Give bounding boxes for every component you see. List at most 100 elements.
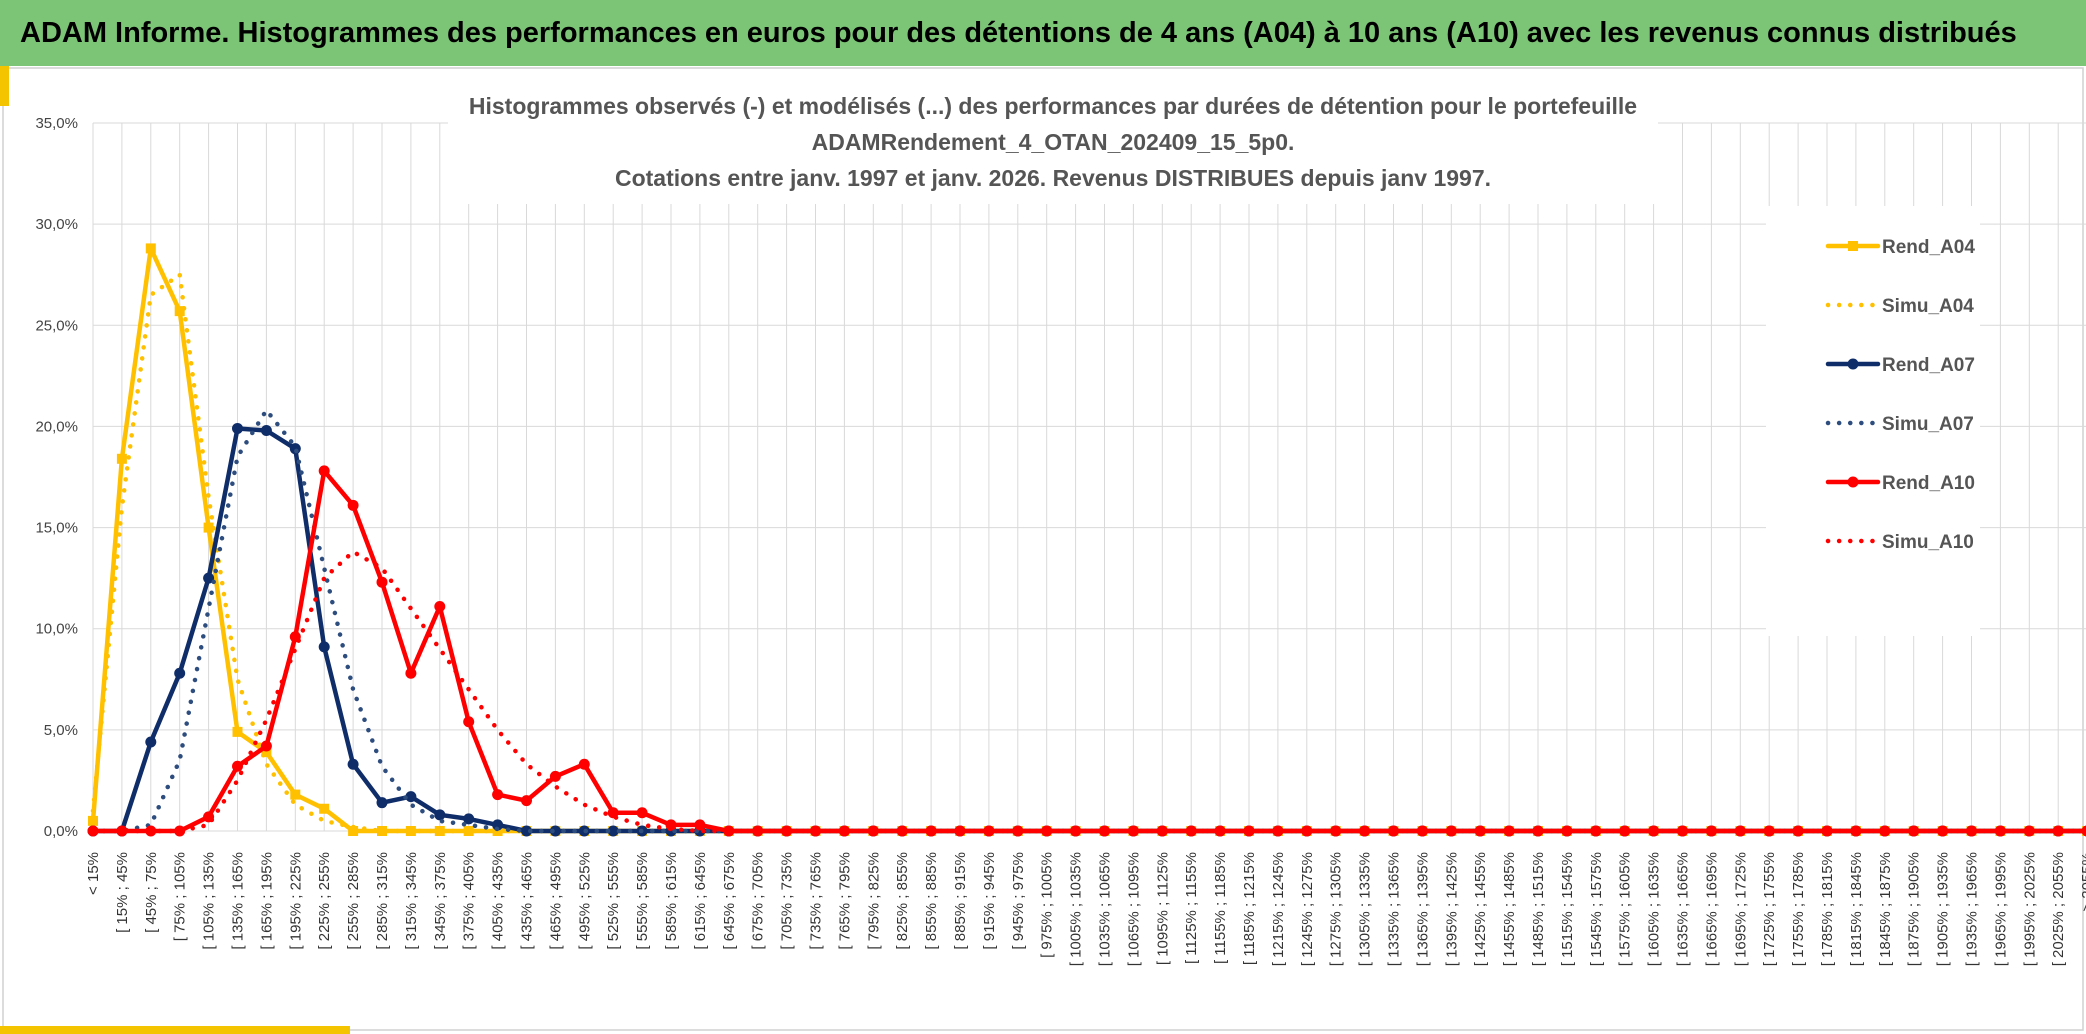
x-tick-label: [ 1665% ; 1695%: [1703, 852, 1720, 966]
data-point-rend_a10: [1879, 825, 1891, 837]
x-tick-label: [ 1905% ; 1935%: [1935, 852, 1952, 966]
x-tick-label: [ 2025% ; 2055%: [2050, 852, 2067, 966]
data-point-rend_a10: [318, 465, 330, 477]
x-tick-label: [ 1485% ; 1515%: [1530, 852, 1547, 966]
x-tick-label: [ 435% ; 465%: [519, 852, 536, 950]
data-point-rend_a07: [260, 424, 272, 436]
data-point-rend_a10: [1937, 825, 1949, 837]
data-point-rend_a10: [1648, 825, 1660, 837]
data-point-rend_a10: [2081, 825, 2086, 837]
x-tick-label: [ 705% ; 735%: [779, 852, 796, 950]
x-tick-label: [ 1515% ; 1545%: [1559, 852, 1576, 966]
x-tick-label: [ 525% ; 555%: [605, 852, 622, 950]
data-point-rend_a04: [348, 826, 359, 836]
frame-accent-top: [0, 66, 9, 106]
x-tick-label: [ 1125% ; 1155%: [1183, 852, 1200, 964]
data-point-rend_a10: [1272, 825, 1284, 837]
data-point-rend_a10: [636, 807, 648, 819]
data-point-rend_a04: [203, 522, 214, 533]
data-point-rend_a07: [492, 819, 504, 831]
data-point-rend_a07: [549, 825, 561, 837]
data-point-rend_a07: [318, 641, 330, 653]
data-point-rend_a10: [1156, 825, 1168, 837]
x-tick-label: [ 1635% ; 1665%: [1675, 852, 1692, 966]
x-tick-label: [ 1335% ; 1365%: [1386, 852, 1403, 966]
x-tick-label: [ 255% ; 285%: [345, 852, 362, 950]
data-point-rend_a07: [376, 797, 388, 809]
x-tick-label: [ 15% ; 45%: [114, 852, 131, 933]
data-point-rend_a10: [492, 789, 504, 801]
data-point-rend_a07: [203, 572, 215, 584]
x-tick-label: [ 765% ; 795%: [836, 852, 853, 950]
x-tick-label: [ 1845% ; 1875%: [1877, 852, 1894, 966]
x-tick-label: [ 1365% ; 1395%: [1414, 852, 1431, 966]
data-point-rend_a10: [1966, 825, 1977, 837]
data-point-rend_a10: [347, 499, 359, 511]
legend-marker: [1848, 241, 1858, 251]
x-tick-label: [ 1155% ; 1185%: [1212, 852, 1229, 964]
x-tick-label: [ 1005% ; 1035%: [1068, 852, 1085, 966]
data-point-rend_a10: [1445, 825, 1457, 837]
x-tick-label: [ 1575% ; 1605%: [1617, 852, 1634, 966]
x-tick-label: [ 915% ; 945%: [981, 852, 998, 950]
data-point-rend_a10: [838, 825, 850, 837]
x-tick-label: [ 315% ; 345%: [403, 852, 420, 950]
legend-marker: [1847, 358, 1859, 370]
legend-marker: [1847, 476, 1859, 488]
data-point-rend_a10: [781, 825, 793, 837]
x-tick-label: [ 675% ; 705%: [750, 852, 767, 950]
data-point-rend_a07: [232, 422, 243, 434]
data-point-rend_a04: [145, 243, 156, 254]
chart-background: [0, 66, 2086, 1034]
legend-label-simu_a07: Simu_A07: [1882, 414, 1974, 435]
y-tick-label: 10,0%: [35, 621, 78, 638]
x-tick-label: [ 1425% ; 1455%: [1472, 852, 1489, 966]
data-point-rend_a04: [319, 803, 330, 814]
data-point-rend_a10: [116, 825, 128, 837]
data-point-rend_a10: [665, 819, 677, 831]
x-tick-label: [ 45% ; 75%: [143, 852, 160, 933]
x-tick-label: [ 1935% ; 1965%: [1964, 852, 1981, 966]
header-banner: ADAM Informe. Histogrammes des performan…: [0, 0, 2086, 66]
data-point-rend_a10: [549, 770, 561, 782]
x-tick-label: [ 1545% ; 1575%: [1588, 852, 1605, 966]
x-tick-label: [ 1455% ; 1485%: [1501, 852, 1518, 966]
data-point-rend_a10: [260, 740, 272, 752]
data-point-rend_a04: [290, 789, 301, 800]
data-point-rend_a10: [867, 825, 879, 837]
chart-title: Histogrammes observés (-) et modélisés (…: [448, 86, 1658, 204]
data-point-rend_a10: [1214, 825, 1226, 837]
x-tick-label: [ 1395% ; 1425%: [1443, 852, 1460, 966]
data-point-rend_a04: [88, 815, 98, 826]
y-tick-label: 20,0%: [35, 418, 78, 435]
x-tick-label: [ 795% ; 825%: [865, 852, 882, 950]
data-point-rend_a10: [1734, 825, 1746, 837]
x-tick-label: [ 1035% ; 1065%: [1097, 852, 1114, 966]
data-point-rend_a04: [174, 306, 185, 317]
x-tick-label: [ 1605% ; 1635%: [1646, 852, 1663, 966]
title-backdrop: [448, 86, 1658, 204]
data-point-rend_a10: [376, 576, 388, 588]
legend-label-rend_a07: Rend_A07: [1882, 355, 1975, 376]
x-tick-label: [ 225% ; 255%: [316, 852, 333, 950]
data-point-rend_a10: [1792, 825, 1804, 837]
data-point-rend_a10: [1416, 825, 1428, 837]
x-tick-label: [ 1725% ; 1755%: [1761, 852, 1778, 966]
data-point-rend_a04: [232, 726, 243, 737]
data-point-rend_a07: [434, 809, 446, 821]
x-tick-label: [ 345% ; 375%: [432, 852, 449, 950]
data-point-rend_a04: [405, 826, 416, 836]
y-tick-label: 35,0%: [35, 115, 78, 132]
x-tick-label: [ 615% ; 645%: [692, 852, 709, 950]
x-tick-label: [ 825% ; 855%: [894, 852, 911, 950]
x-tick-label: [ 1965% ; 1995%: [1992, 852, 2009, 966]
x-tick-label: [ 1785% ; 1815%: [1819, 852, 1836, 966]
data-point-rend_a07: [607, 825, 619, 837]
data-point-rend_a10: [578, 758, 590, 770]
data-point-rend_a07: [145, 736, 157, 748]
x-axis-ticks: < 15% [ 15% ; 45% [ 45% ; 75% [ 75% ; 105% […: [85, 852, 2086, 966]
x-tick-label: [ 735% ; 765%: [808, 852, 825, 950]
data-point-rend_a10: [694, 819, 706, 831]
data-point-rend_a04: [377, 826, 387, 836]
data-point-rend_a10: [1301, 825, 1313, 837]
